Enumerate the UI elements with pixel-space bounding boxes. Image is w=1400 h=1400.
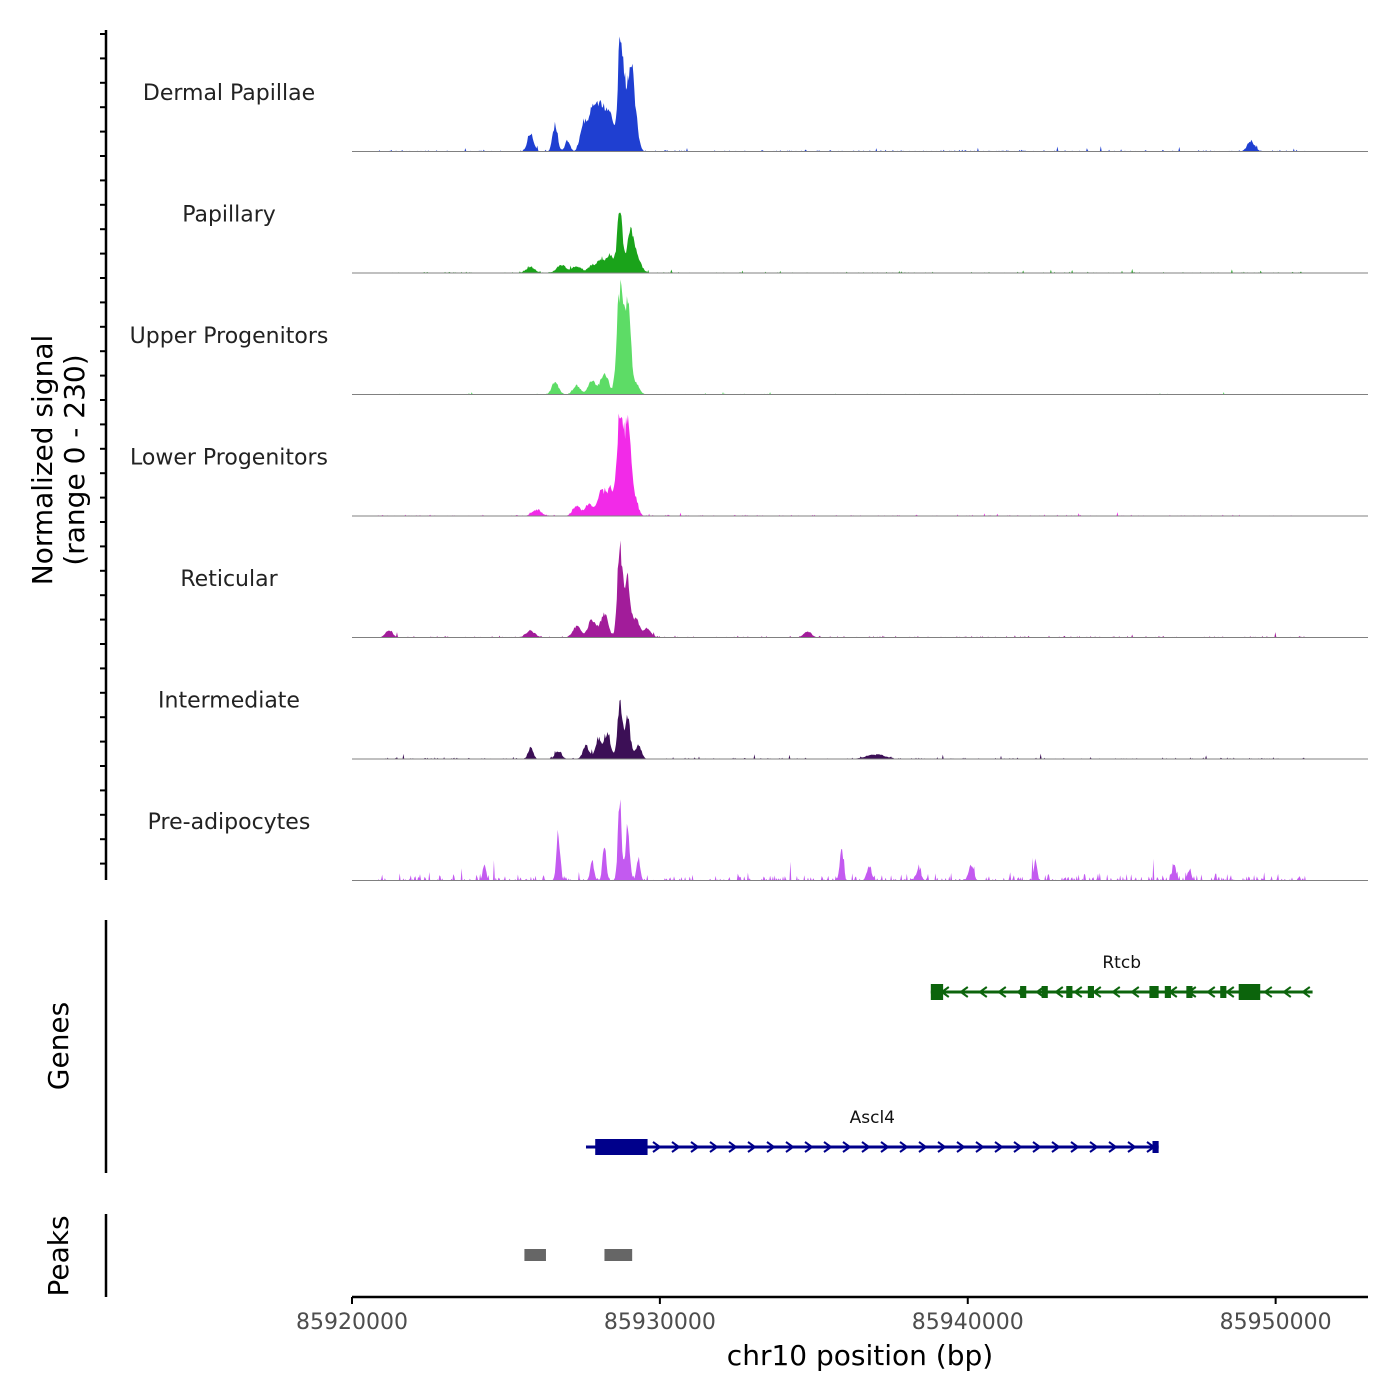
strand-arrow [804, 1141, 814, 1153]
gene-exon [1220, 986, 1227, 998]
strand-arrow [956, 1141, 966, 1153]
gene-exon [1152, 1141, 1159, 1153]
track-label-2: Upper Progenitors [130, 324, 329, 349]
strand-arrow [975, 1141, 985, 1153]
gene-exon [1164, 986, 1171, 998]
strand-arrow [997, 986, 1007, 998]
strand-arrow [1111, 986, 1121, 998]
signal-tracks: Dermal Papillae Papillary Upper Progenitor… [130, 36, 1368, 881]
track-label-5: Intermediate [158, 689, 300, 714]
strand-arrow [1301, 986, 1311, 998]
track-area-3 [376, 413, 1307, 516]
strand-arrow [1127, 1141, 1137, 1153]
y-axis-title: Normalized signal [26, 335, 59, 586]
track-area-2 [376, 279, 1307, 395]
gene-exon [1186, 986, 1193, 998]
x-tick-label: 85950000 [1220, 1310, 1332, 1335]
track-area-4 [376, 540, 1307, 638]
genes-panel: Rtcb Ascl4 [104, 920, 1313, 1173]
peak-region-0 [524, 1249, 546, 1261]
strand-arrow [880, 1141, 890, 1153]
gene-exon [930, 984, 944, 1000]
track-area-0 [376, 36, 1307, 152]
gene-exon [595, 1139, 648, 1155]
strand-arrow [785, 1141, 795, 1153]
strand-arrow [1054, 986, 1064, 998]
strand-arrow [728, 1141, 738, 1153]
track-area-6 [376, 799, 1307, 881]
track-label-0: Dermal Papillae [143, 81, 315, 106]
strand-arrow [861, 1141, 871, 1153]
x-tick-label: 85920000 [296, 1310, 408, 1335]
gene-exon [1041, 986, 1048, 998]
strand-arrow [1051, 1141, 1061, 1153]
x-tick-label: 85930000 [604, 1310, 716, 1335]
strand-arrow [959, 986, 969, 998]
strand-arrow [1108, 1141, 1118, 1153]
gene-exon [1066, 986, 1073, 998]
strand-arrow [652, 1141, 662, 1153]
strand-arrow [1035, 986, 1045, 998]
track-label-6: Pre-adipocytes [148, 810, 311, 835]
gene-exon [1238, 984, 1261, 1000]
x-axis: 85920000 85930000 85940000 85950000 [296, 1295, 1368, 1335]
strand-arrow [1032, 1141, 1042, 1153]
strand-arrow [1225, 986, 1235, 998]
strand-arrow [1089, 1141, 1099, 1153]
strand-arrow [823, 1141, 833, 1153]
peak-region-1 [604, 1249, 633, 1261]
strand-arrow [766, 1141, 776, 1153]
strand-arrow [937, 1141, 947, 1153]
strand-arrow [690, 1141, 700, 1153]
track-area-1 [376, 212, 1307, 273]
strand-arrow [1130, 986, 1140, 998]
gene-label-rtcb: Rtcb [1102, 953, 1141, 973]
peaks-panel [104, 1214, 633, 1297]
gene-exon [1020, 986, 1027, 998]
strand-arrow [1263, 986, 1273, 998]
track-area-5 [376, 699, 1307, 759]
gene-label-ascl4: Ascl4 [850, 1108, 895, 1128]
strand-arrow [1070, 1141, 1080, 1153]
y-axis-subtitle: (range 0 - 230) [58, 354, 91, 565]
track-label-1: Papillary [182, 203, 276, 228]
x-axis-title: chr10 position (bp) [727, 1339, 993, 1372]
strand-arrow [671, 1141, 681, 1153]
strand-arrow [978, 986, 988, 998]
strand-arrow [899, 1141, 909, 1153]
x-tick-label: 85940000 [912, 1310, 1024, 1335]
strand-arrow [994, 1141, 1004, 1153]
strand-arrow [1013, 1141, 1023, 1153]
genes-axis-title: Genes [42, 1002, 75, 1090]
gene-exon [1087, 986, 1094, 998]
strand-arrow [709, 1141, 719, 1153]
gene-exon [1149, 986, 1159, 998]
strand-arrow [842, 1141, 852, 1153]
strand-arrow [1073, 986, 1083, 998]
signal-axis [100, 30, 108, 880]
strand-arrow [1206, 986, 1216, 998]
strand-arrow [1282, 986, 1292, 998]
strand-arrow [918, 1141, 928, 1153]
strand-arrow [747, 1141, 757, 1153]
track-label-3: Lower Progenitors [130, 446, 328, 471]
track-label-4: Reticular [180, 567, 278, 592]
peaks-axis-title: Peaks [42, 1215, 75, 1296]
